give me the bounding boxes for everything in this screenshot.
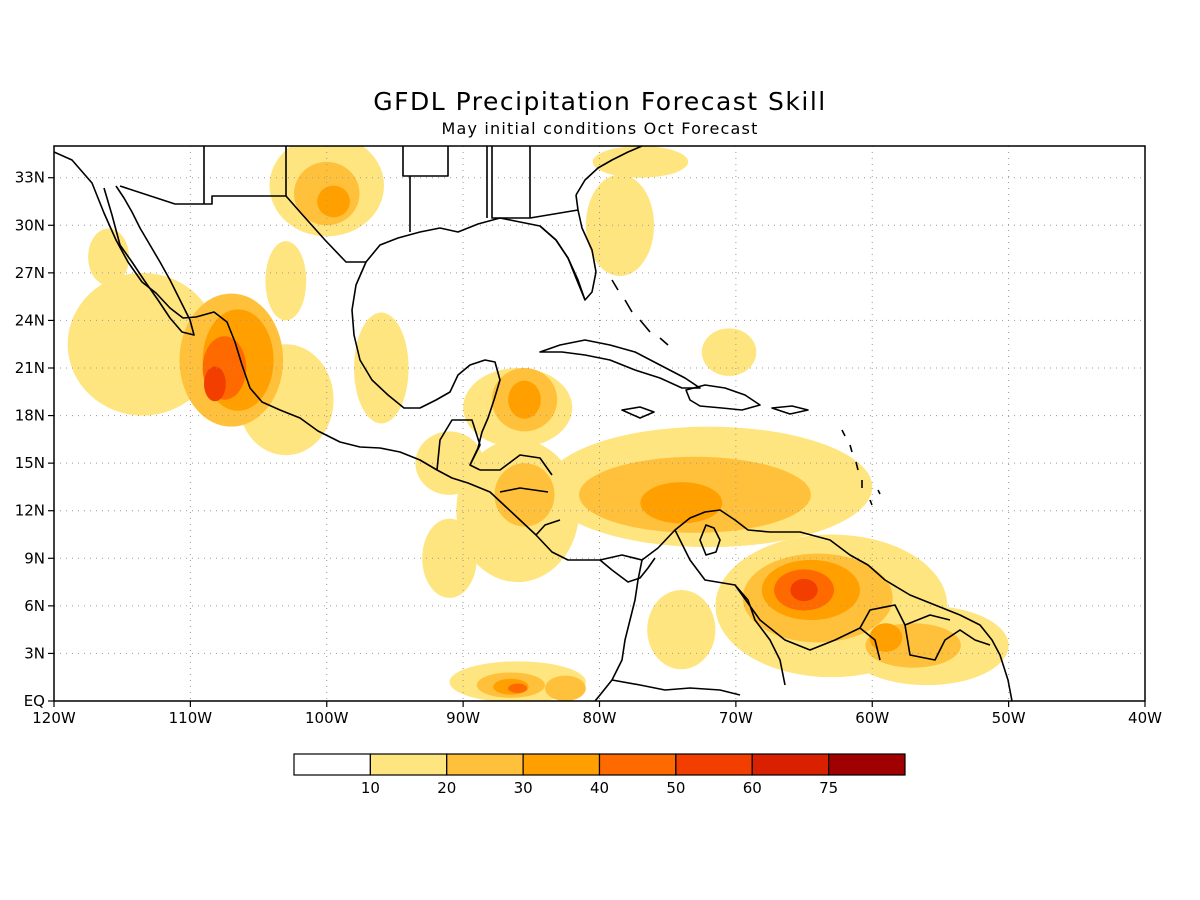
x-tick-label: 60W xyxy=(855,709,889,727)
skill-region-level-1 xyxy=(701,328,757,376)
colorbar-swatch xyxy=(369,753,448,776)
x-axis-ticks: 120W 110W 100W 90W 80W 70W 60W 50W 40W xyxy=(32,701,1162,727)
coastline-gulf xyxy=(351,217,586,471)
x-tick-label: 90W xyxy=(446,709,480,727)
skill-region-level-1 xyxy=(592,146,689,178)
skill-region-level-5 xyxy=(204,366,226,402)
y-tick-label: 6N xyxy=(24,597,45,615)
y-tick-label: 3N xyxy=(24,644,45,662)
border-central-america xyxy=(436,419,561,536)
x-tick-label: 70W xyxy=(719,709,753,727)
skill-region-level-4 xyxy=(508,683,528,694)
coastline-cuba xyxy=(539,339,701,389)
map-title: GFDL Precipitation Forecast Skill xyxy=(373,87,827,116)
coastline-bahamas xyxy=(611,279,669,346)
x-tick-label: 50W xyxy=(992,709,1026,727)
coastline-lesser-antilles xyxy=(841,429,881,506)
colorbar-label: 50 xyxy=(666,779,685,797)
coastline-us-east xyxy=(575,146,643,196)
skill-region-level-2 xyxy=(544,675,586,701)
colorbar-label: 40 xyxy=(590,779,609,797)
coastline-lake-maracaibo xyxy=(699,524,721,556)
skill-region-level-2 xyxy=(494,463,555,527)
skill-region-level-5 xyxy=(790,578,818,602)
skill-region-level-3 xyxy=(317,185,350,218)
colorbar-swatch xyxy=(675,753,753,776)
colorbar-legend: 10 20 30 40 50 60 75 xyxy=(293,753,906,797)
y-tick-label: 21N xyxy=(15,359,45,377)
colorbar-swatch xyxy=(828,753,906,776)
skill-region-level-3 xyxy=(508,380,541,419)
skill-region-level-1 xyxy=(67,272,218,416)
y-tick-label: 9N xyxy=(24,549,45,567)
colorbar-swatch xyxy=(522,753,601,776)
skill-region-level-1 xyxy=(354,312,409,424)
skill-region-level-1 xyxy=(647,590,716,670)
colorbar-label: 10 xyxy=(361,779,380,797)
x-tick-label: 120W xyxy=(32,709,76,727)
skill-region-level-3 xyxy=(640,482,723,524)
colorbar-swatch xyxy=(751,753,830,776)
y-tick-label: 12N xyxy=(15,502,45,520)
coastline-baja xyxy=(103,185,195,336)
y-tick-label: 30N xyxy=(15,216,45,234)
border-us-states xyxy=(203,146,579,232)
coastline-pacific-south-america xyxy=(594,559,643,701)
colorbar-label: 30 xyxy=(514,779,533,797)
colorbar-label: 60 xyxy=(743,779,762,797)
y-tick-label: 33N xyxy=(15,169,45,187)
colorbar-swatch xyxy=(446,753,524,776)
skill-region-level-1 xyxy=(88,228,130,286)
y-tick-label: 18N xyxy=(15,407,45,425)
border-ecuador-peru xyxy=(611,679,741,696)
map-subtitle: May initial conditions Oct Forecast xyxy=(441,119,758,138)
y-tick-label: 27N xyxy=(15,264,45,282)
x-tick-label: 80W xyxy=(583,709,617,727)
coastline-jamaica xyxy=(621,406,655,419)
x-tick-label: 100W xyxy=(305,709,349,727)
y-tick-label: EQ xyxy=(24,692,45,710)
colorbar-swatch xyxy=(598,753,677,776)
skill-region-level-1 xyxy=(415,431,484,495)
skill-region-level-1 xyxy=(265,241,307,321)
skill-region-level-1 xyxy=(585,174,655,277)
x-tick-label: 110W xyxy=(169,709,213,727)
skill-region-level-3 xyxy=(869,623,903,652)
y-tick-label: 24N xyxy=(15,311,45,329)
colorbar-label: 75 xyxy=(819,779,838,797)
coastline-south-america xyxy=(599,509,1013,701)
y-axis-ticks: EQ 3N 6N 9N 12N 15N 18N 21N 24N 27N 30N 33N xyxy=(15,169,54,710)
graticule xyxy=(54,146,1145,701)
coastline-puerto-rico xyxy=(771,405,809,415)
border-south-america xyxy=(674,529,991,686)
y-tick-label: 15N xyxy=(15,454,45,472)
colorbar-label: 20 xyxy=(437,779,456,797)
coastlines-and-borders xyxy=(54,146,1013,701)
coastline-florida xyxy=(539,194,597,301)
x-tick-label: 40W xyxy=(1128,709,1162,727)
colorbar-swatch xyxy=(293,753,371,776)
coastline-hispaniola xyxy=(685,384,761,411)
